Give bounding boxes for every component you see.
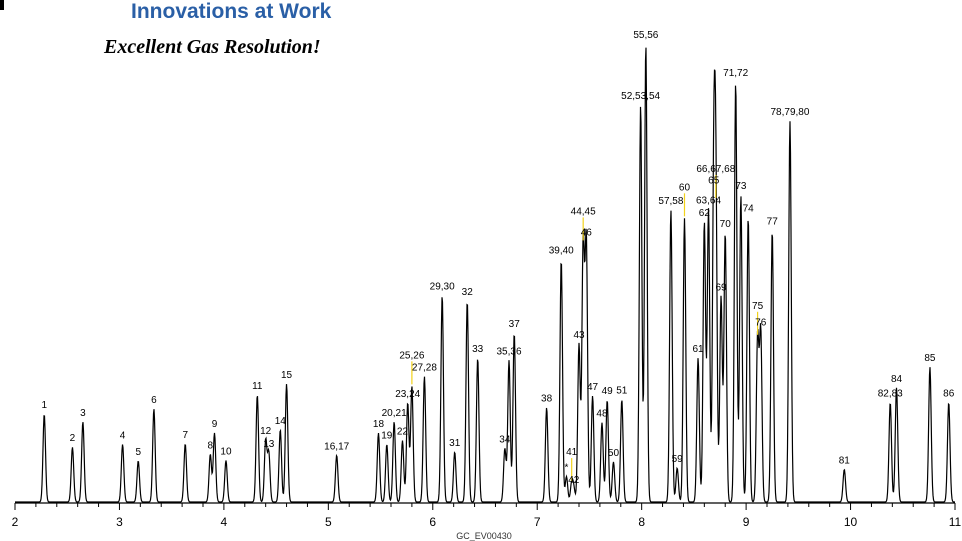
chromatogram-trace (15, 47, 955, 503)
peak-label: 47 (587, 382, 599, 393)
peak-label: 78,79,80 (771, 107, 810, 118)
peak-label: 69 (715, 283, 727, 294)
peak-label: 27,28 (412, 362, 437, 373)
peak-label: 60 (679, 182, 691, 193)
peak-label: 7 (182, 430, 188, 441)
x-tick-label: 10 (844, 515, 858, 529)
corner-mark (0, 0, 4, 10)
peak-label: 37 (509, 319, 521, 330)
peak-labels: 55,5671,7252,53,5478,79,80657366,67,6863… (41, 30, 954, 486)
peak-label: 4 (120, 430, 126, 441)
peak-label: 62 (699, 208, 711, 219)
peak-label: 25,26 (399, 350, 424, 361)
peak-label: 66,67,68 (696, 164, 735, 175)
peak-label: 16,17 (324, 441, 349, 452)
peak-label: 19 (381, 430, 393, 441)
peak-label: 43 (573, 330, 585, 341)
peak-label: 50 (608, 448, 620, 459)
peak-label: 71,72 (723, 68, 748, 79)
peak-label: 49 (602, 386, 614, 397)
peak-label: 48 (596, 409, 608, 420)
peak-label: 63,64 (696, 195, 721, 206)
peak-label: 81 (839, 455, 851, 466)
peak-label: 10 (220, 446, 232, 457)
peak-label: 20,21 (382, 408, 407, 419)
peak-label: 84 (891, 374, 903, 385)
peak-label: 32 (462, 287, 474, 298)
peak-label: 13 (263, 439, 275, 450)
peak-label: 6 (151, 395, 157, 406)
peak-label: 23,24 (395, 389, 420, 400)
peak-label: 18 (373, 419, 385, 430)
peak-label: 33 (472, 344, 484, 355)
peak-label: 42 (568, 475, 580, 486)
peak-label: 61 (693, 344, 705, 355)
peak-label: 39,40 (549, 245, 574, 256)
x-tick-label: 9 (743, 515, 750, 529)
peak-label: 82,83 (878, 388, 903, 399)
peak-label: 59 (672, 454, 684, 465)
x-tick-label: 8 (638, 515, 645, 529)
peak-label: 44,45 (571, 206, 596, 217)
peak-label: 38 (541, 394, 553, 405)
x-axis: 2 3 4 5 6 7 8 9 10 11 (12, 502, 962, 529)
peak-label: 3 (80, 408, 86, 419)
leader-lines (411, 174, 759, 482)
x-tick-label: 11 (949, 515, 962, 529)
peak-label: 46 (581, 227, 593, 238)
peak-label: 73 (735, 181, 747, 192)
x-tick-label: 7 (534, 515, 541, 529)
peak-label: 65 (708, 176, 720, 187)
x-tick-label: 6 (429, 515, 436, 529)
peak-label: 41 (566, 447, 578, 458)
x-tick-label: 4 (221, 515, 228, 529)
peak-label: 29,30 (430, 281, 455, 292)
peak-label: 51 (616, 386, 628, 397)
figure-code: GC_EV00430 (456, 531, 512, 541)
x-tick-label: 5 (325, 515, 332, 529)
peak-label: 55,56 (633, 30, 658, 41)
peak-label: 57,58 (658, 196, 683, 207)
x-tick-label: 2 (12, 515, 19, 529)
page-subtitle: Excellent Gas Resolution! (104, 36, 321, 58)
peak-label: 1 (41, 400, 47, 411)
peak-label: 31 (449, 438, 461, 449)
peak-label: 15 (281, 370, 293, 381)
peak-label: 34 (499, 435, 511, 446)
peak-label: 22 (397, 427, 409, 438)
peak-label: 70 (720, 219, 732, 230)
peak-label: * (565, 463, 569, 474)
peak-label: 74 (743, 203, 755, 214)
peak-label: 35,36 (497, 346, 522, 357)
peak-label: 76 (755, 318, 767, 329)
page-title: Innovations at Work (131, 0, 332, 23)
peak-label: 14 (275, 416, 287, 427)
peak-label: 85 (924, 353, 936, 364)
peak-label: 86 (943, 388, 955, 399)
peak-label: 12 (260, 426, 272, 437)
peak-label: 5 (135, 447, 141, 458)
peak-label: 52,53,54 (621, 91, 660, 102)
peak-label: 77 (767, 217, 779, 228)
peak-label: 8 (208, 440, 214, 451)
peak-label: 75 (752, 301, 764, 312)
peak-label: 11 (252, 381, 263, 392)
peak-label: 9 (212, 419, 218, 430)
x-tick-label: 3 (116, 515, 123, 529)
peak-label: 2 (70, 433, 76, 444)
